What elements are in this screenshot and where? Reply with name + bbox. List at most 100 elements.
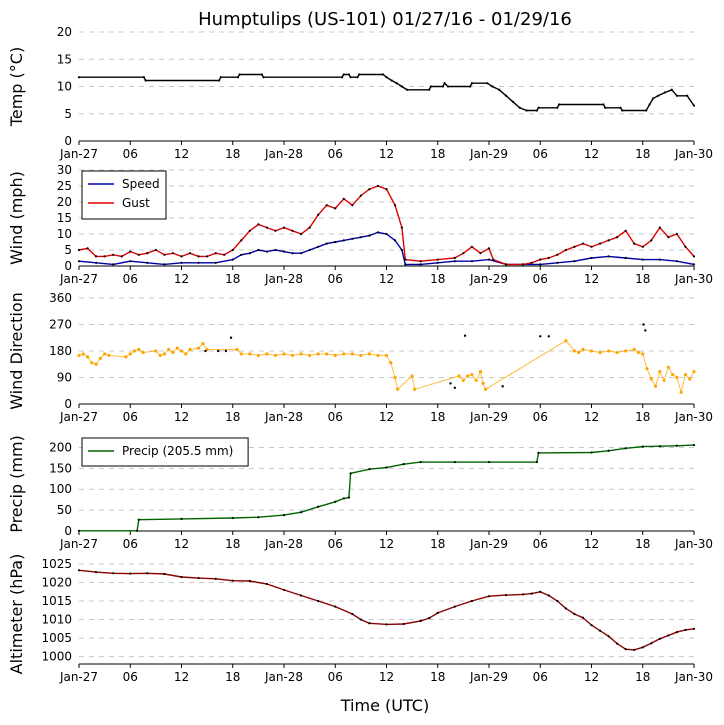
data-point xyxy=(180,261,183,264)
data-point xyxy=(436,261,439,264)
data-point xyxy=(607,239,610,242)
data-point xyxy=(453,460,456,464)
data-point xyxy=(94,255,98,258)
data-point xyxy=(325,204,328,207)
data-point xyxy=(86,247,89,250)
data-point xyxy=(390,79,393,82)
data-point xyxy=(400,226,403,229)
data-point xyxy=(248,579,251,583)
data-point xyxy=(129,260,132,263)
data-point xyxy=(146,252,149,255)
legend-label: Speed xyxy=(122,177,160,191)
x-tick-label: Jan-28 xyxy=(264,410,303,424)
data-point xyxy=(395,82,398,85)
x-tick-label: 12 xyxy=(379,410,394,424)
data-point xyxy=(282,514,286,517)
data-point xyxy=(692,627,696,630)
data-point xyxy=(641,245,644,248)
y-tick-label: 15 xyxy=(57,52,72,66)
x-tick-label: 06 xyxy=(328,272,343,286)
y-tick-label: 0 xyxy=(64,134,72,148)
y-tick-label: 90 xyxy=(57,371,72,385)
data-point xyxy=(573,612,576,616)
x-tick-label: 18 xyxy=(225,147,240,161)
data-point xyxy=(214,252,217,255)
data-point xyxy=(291,252,294,255)
data-point xyxy=(453,260,456,263)
data-point xyxy=(282,588,286,592)
x-tick-label: Jan-30 xyxy=(674,147,713,161)
x-tick-label: 18 xyxy=(635,272,650,286)
y-tick-label: 20 xyxy=(57,195,72,209)
data-point xyxy=(248,229,251,232)
data-point xyxy=(641,445,644,448)
y-tick-label: 0 xyxy=(64,259,72,273)
x-tick-label: 06 xyxy=(328,147,343,161)
data-point xyxy=(340,76,344,79)
data-point xyxy=(573,245,576,248)
x-tick-label: Jan-27 xyxy=(59,670,98,684)
x-tick-label: 06 xyxy=(328,670,343,684)
data-point xyxy=(197,255,200,258)
x-tick-label: 12 xyxy=(174,410,189,424)
x-tick-label: 06 xyxy=(533,670,548,684)
data-point xyxy=(470,599,474,603)
data-point xyxy=(381,73,385,76)
data-point xyxy=(402,622,405,626)
x-tick-label: Jan-28 xyxy=(264,670,303,684)
data-point xyxy=(299,252,303,255)
data-point xyxy=(400,248,403,252)
data-point xyxy=(317,245,320,248)
data-point xyxy=(77,529,81,532)
data-point xyxy=(405,88,409,91)
data-point xyxy=(419,460,422,464)
x-tick-label: 06 xyxy=(123,272,138,286)
data-point xyxy=(368,188,371,191)
data-point xyxy=(530,592,533,595)
data-point xyxy=(351,612,354,616)
data-point xyxy=(487,247,491,250)
data-point xyxy=(385,188,388,191)
y-tick-label: 5 xyxy=(64,107,72,121)
x-tick-label: Jan-28 xyxy=(264,537,303,551)
x-tick-label: 12 xyxy=(174,537,189,551)
data-point xyxy=(504,263,508,266)
data-point xyxy=(621,109,624,112)
data-point xyxy=(144,79,147,82)
x-tick-label: 18 xyxy=(635,147,650,161)
data-point xyxy=(262,76,265,79)
x-tick-label: Jan-29 xyxy=(469,537,508,551)
y-tick-label: 5 xyxy=(64,243,72,257)
data-point xyxy=(385,232,388,236)
data-point xyxy=(299,232,303,236)
x-tick-label: Jan-27 xyxy=(59,147,98,161)
x-tick-label: 18 xyxy=(225,410,240,424)
data-point xyxy=(469,85,472,88)
data-point xyxy=(650,642,653,645)
data-point xyxy=(684,628,687,632)
x-tick-label: 06 xyxy=(123,670,138,684)
data-point xyxy=(229,336,233,339)
data-point xyxy=(624,256,627,260)
data-point xyxy=(428,616,431,620)
x-tick-label: Jan-30 xyxy=(674,272,713,286)
data-point xyxy=(404,263,407,266)
data-point xyxy=(419,260,422,263)
data-point xyxy=(616,236,619,239)
x-tick-label: Jan-27 xyxy=(59,537,98,551)
x-tick-label: 18 xyxy=(430,147,445,161)
data-point xyxy=(77,76,81,79)
data-point xyxy=(146,261,149,264)
x-tick-label: 06 xyxy=(123,147,138,161)
data-point xyxy=(658,258,661,261)
x-tick-label: Jan-29 xyxy=(469,670,508,684)
data-point xyxy=(573,260,576,263)
data-point xyxy=(188,252,192,255)
panel-1: 0 5 10 15 20 Jan-27 06 12 18 Jan-28 06 12 18 Jan-29 06… xyxy=(7,25,713,161)
y-tick-label: 270 xyxy=(49,318,72,332)
data-point xyxy=(376,184,380,188)
data-point xyxy=(404,258,407,261)
x-tick-label: 12 xyxy=(584,537,599,551)
x-tick-label: 12 xyxy=(584,410,599,424)
